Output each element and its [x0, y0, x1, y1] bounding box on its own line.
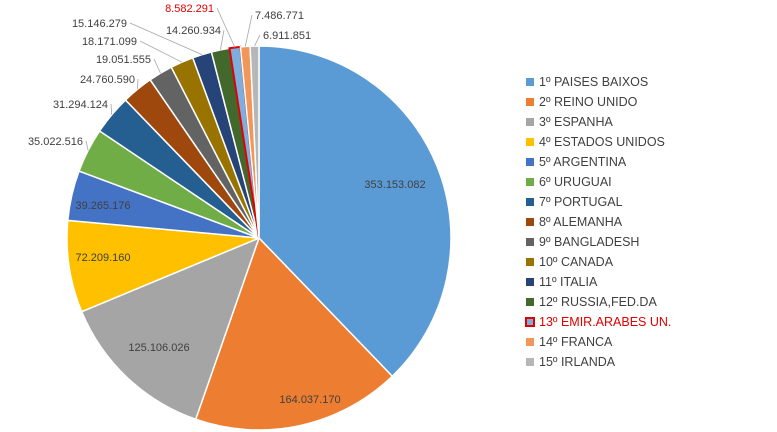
legend-item: 4º ESTADOS UNIDOS [526, 132, 671, 152]
leader-lines [85, 7, 261, 151]
legend-label: 5º ARGENTINA [539, 155, 627, 169]
legend-label: 2º REINO UNIDO [539, 95, 638, 109]
legend-label: 12º RUSSIA,FED.DA [539, 295, 657, 309]
data-label-12: 14.260.934 [166, 25, 221, 37]
chart-legend: 1º PAISES BAIXOS 2º REINO UNIDO 3º ESPANHA… [525, 72, 672, 372]
data-label-1: 353.153.082 [364, 179, 425, 191]
legend-swatch [526, 138, 534, 146]
legend-label: 14º FRANCA [539, 335, 613, 349]
pie-slice-4 [66, 219, 260, 313]
legend-item: 5º ARGENTINA [526, 152, 671, 172]
legend-swatch [526, 278, 534, 286]
data-label-10: 18.171.099 [82, 36, 137, 48]
data-label-5: 39.265.176 [75, 200, 130, 212]
data-label-2: 164.037.170 [279, 394, 340, 406]
legend-swatch [526, 298, 534, 306]
legend-label: 6º URUGUAI [539, 175, 612, 189]
legend-label: 13º EMIR.ARABES UN. [539, 315, 672, 329]
data-label-11: 15.146.279 [72, 18, 127, 30]
legend-swatch [525, 317, 535, 327]
legend-item: 12º RUSSIA,FED.DA [526, 292, 671, 312]
data-label-3: 125.106.026 [128, 342, 189, 354]
data-label-15: 6.911.851 [263, 30, 311, 42]
legend-item: 3º ESPANHA [526, 112, 671, 132]
legend-item: 7º PORTUGAL [526, 192, 671, 212]
legend-item: 6º URUGUAI [526, 172, 671, 192]
data-label-4: 72.209.160 [75, 252, 130, 264]
legend-swatch [526, 218, 534, 226]
legend-swatch [526, 118, 534, 126]
legend-swatch [526, 238, 534, 246]
legend-label: 3º ESPANHA [539, 115, 613, 129]
legend-label: 11º ITALIA [539, 275, 598, 289]
legend-item: 14º FRANCA [526, 332, 671, 352]
data-label-7: 31.294.124 [53, 99, 108, 111]
leader-line-6 [85, 140, 89, 151]
pie-slice-2 [194, 236, 394, 431]
data-label-8: 24.760.590 [80, 74, 135, 86]
legend-label: 7º PORTUGAL [539, 195, 623, 209]
legend-swatch [526, 258, 534, 266]
data-label-14: 7.486.771 [255, 10, 304, 22]
legend-label: 1º PAISES BAIXOS [539, 75, 649, 89]
data-labels: 353.153.082 164.037.170 125.106.026 72.209.… [28, 3, 426, 406]
pie-slice-15 [249, 45, 260, 239]
legend-swatch [526, 198, 534, 206]
leader-line-8 [137, 78, 139, 90]
data-label-6: 35.022.516 [28, 136, 83, 148]
leader-line-13 [216, 7, 236, 48]
legend-swatch [526, 358, 534, 366]
legend-swatch [526, 178, 534, 186]
legend-swatch [526, 78, 534, 86]
legend-item: 15º IRLANDA [526, 352, 671, 372]
legend-label: 9º BANGLADESH [539, 235, 640, 249]
legend-item: 9º BANGLADESH [526, 232, 671, 252]
pie-slice-1 [258, 45, 452, 378]
legend-item: 8º ALEMANHA [526, 212, 671, 232]
pie-slices [66, 45, 452, 431]
leader-line-11 [129, 22, 203, 56]
legend-item: 2º REINO UNIDO [526, 92, 671, 112]
leader-line-15 [254, 34, 261, 47]
leader-line-12 [219, 29, 225, 50]
legend-item: 10º CANADA [526, 252, 671, 272]
leader-line-10 [139, 40, 183, 63]
legend-swatch [526, 338, 534, 346]
legend-label: 4º ESTADOS UNIDOS [539, 135, 665, 149]
data-label-13: 8.582.291 [165, 3, 214, 15]
legend-swatch [526, 158, 534, 166]
legend-item: 13º EMIR.ARABES UN. [525, 312, 672, 332]
leader-line-7 [110, 103, 113, 115]
legend-label: 15º IRLANDA [539, 355, 616, 369]
legend-label: 10º CANADA [539, 255, 614, 269]
legend-label: 8º ALEMANHA [539, 215, 623, 229]
leader-line-9 [153, 58, 161, 74]
legend-swatch [526, 98, 534, 106]
pie-slice-3 [80, 236, 261, 421]
legend-item: 1º PAISES BAIXOS [526, 72, 671, 92]
leader-line-14 [244, 14, 253, 47]
legend-item: 11º ITALIA [526, 272, 671, 292]
data-label-9: 19.051.555 [96, 54, 151, 66]
